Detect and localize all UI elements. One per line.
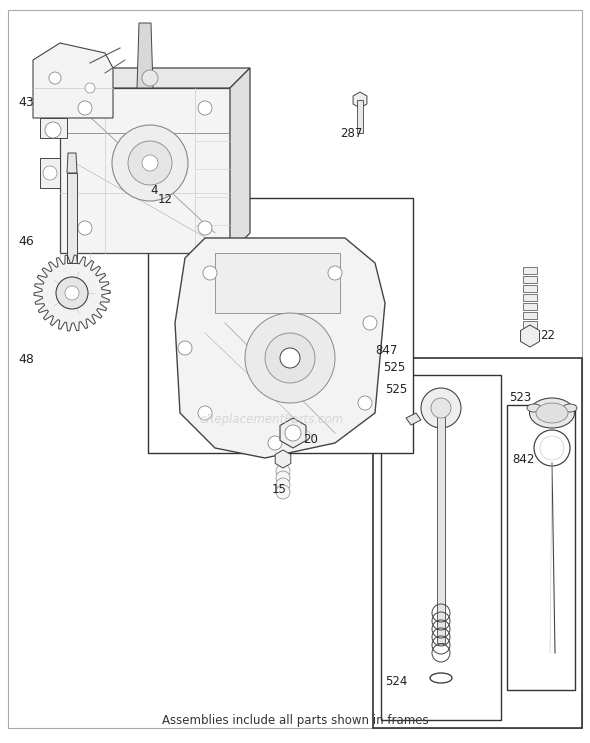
Bar <box>373 358 582 728</box>
Ellipse shape <box>536 403 568 423</box>
Ellipse shape <box>527 404 541 412</box>
Circle shape <box>43 166 57 180</box>
Circle shape <box>198 406 212 420</box>
Text: 524: 524 <box>385 675 407 688</box>
Text: 287: 287 <box>340 127 362 140</box>
Text: 15: 15 <box>272 483 287 496</box>
Bar <box>507 405 575 690</box>
Bar <box>67 173 77 263</box>
Bar <box>523 276 537 283</box>
Bar <box>357 100 363 133</box>
Text: 43: 43 <box>18 96 34 109</box>
Circle shape <box>128 141 172 185</box>
Polygon shape <box>406 413 421 425</box>
Text: eReplacementParts.com: eReplacementParts.com <box>199 413 343 426</box>
Circle shape <box>245 313 335 403</box>
Text: Assemblies include all parts shown in frames: Assemblies include all parts shown in fr… <box>162 714 428 727</box>
Circle shape <box>280 348 300 368</box>
Bar <box>437 408 445 643</box>
Circle shape <box>142 70 158 86</box>
Circle shape <box>285 425 301 441</box>
Text: 4: 4 <box>150 184 158 197</box>
Circle shape <box>276 471 290 485</box>
Circle shape <box>328 266 342 280</box>
Ellipse shape <box>529 398 575 428</box>
Circle shape <box>78 101 92 115</box>
Polygon shape <box>137 23 153 88</box>
Bar <box>523 321 537 328</box>
Polygon shape <box>60 88 230 253</box>
Circle shape <box>142 155 158 171</box>
Polygon shape <box>34 255 110 331</box>
Circle shape <box>268 436 282 450</box>
Bar <box>523 312 537 319</box>
Circle shape <box>45 122 61 138</box>
Bar <box>523 267 537 274</box>
Circle shape <box>85 83 95 93</box>
Text: 847: 847 <box>375 344 398 357</box>
Circle shape <box>276 464 290 478</box>
Text: 46: 46 <box>18 235 34 248</box>
Circle shape <box>112 125 188 201</box>
Polygon shape <box>215 253 340 313</box>
Circle shape <box>49 72 61 84</box>
Circle shape <box>198 221 212 235</box>
Circle shape <box>276 485 290 499</box>
Polygon shape <box>230 68 250 253</box>
Circle shape <box>203 266 217 280</box>
Text: 525: 525 <box>385 383 407 396</box>
Bar <box>523 303 537 310</box>
Polygon shape <box>60 68 250 88</box>
Text: 12: 12 <box>158 193 173 206</box>
Bar <box>148 198 413 453</box>
Text: 20: 20 <box>303 433 318 446</box>
Circle shape <box>431 398 451 418</box>
Circle shape <box>358 396 372 410</box>
Circle shape <box>56 277 88 309</box>
Text: 22: 22 <box>540 329 555 342</box>
Text: 525: 525 <box>383 361 405 374</box>
Bar <box>381 375 501 720</box>
Text: 842: 842 <box>512 453 535 466</box>
Bar <box>40 158 60 188</box>
Text: 48: 48 <box>18 353 34 366</box>
Polygon shape <box>67 153 77 173</box>
Circle shape <box>178 341 192 355</box>
Circle shape <box>78 221 92 235</box>
Circle shape <box>265 333 315 383</box>
Polygon shape <box>33 43 113 118</box>
Circle shape <box>198 101 212 115</box>
Ellipse shape <box>563 404 577 412</box>
Polygon shape <box>40 118 67 138</box>
Polygon shape <box>175 238 385 458</box>
Text: 523: 523 <box>509 391 531 404</box>
Bar <box>523 294 537 301</box>
Bar <box>523 285 537 292</box>
Circle shape <box>421 388 461 428</box>
Circle shape <box>276 478 290 492</box>
Circle shape <box>65 286 79 300</box>
Circle shape <box>363 316 377 330</box>
